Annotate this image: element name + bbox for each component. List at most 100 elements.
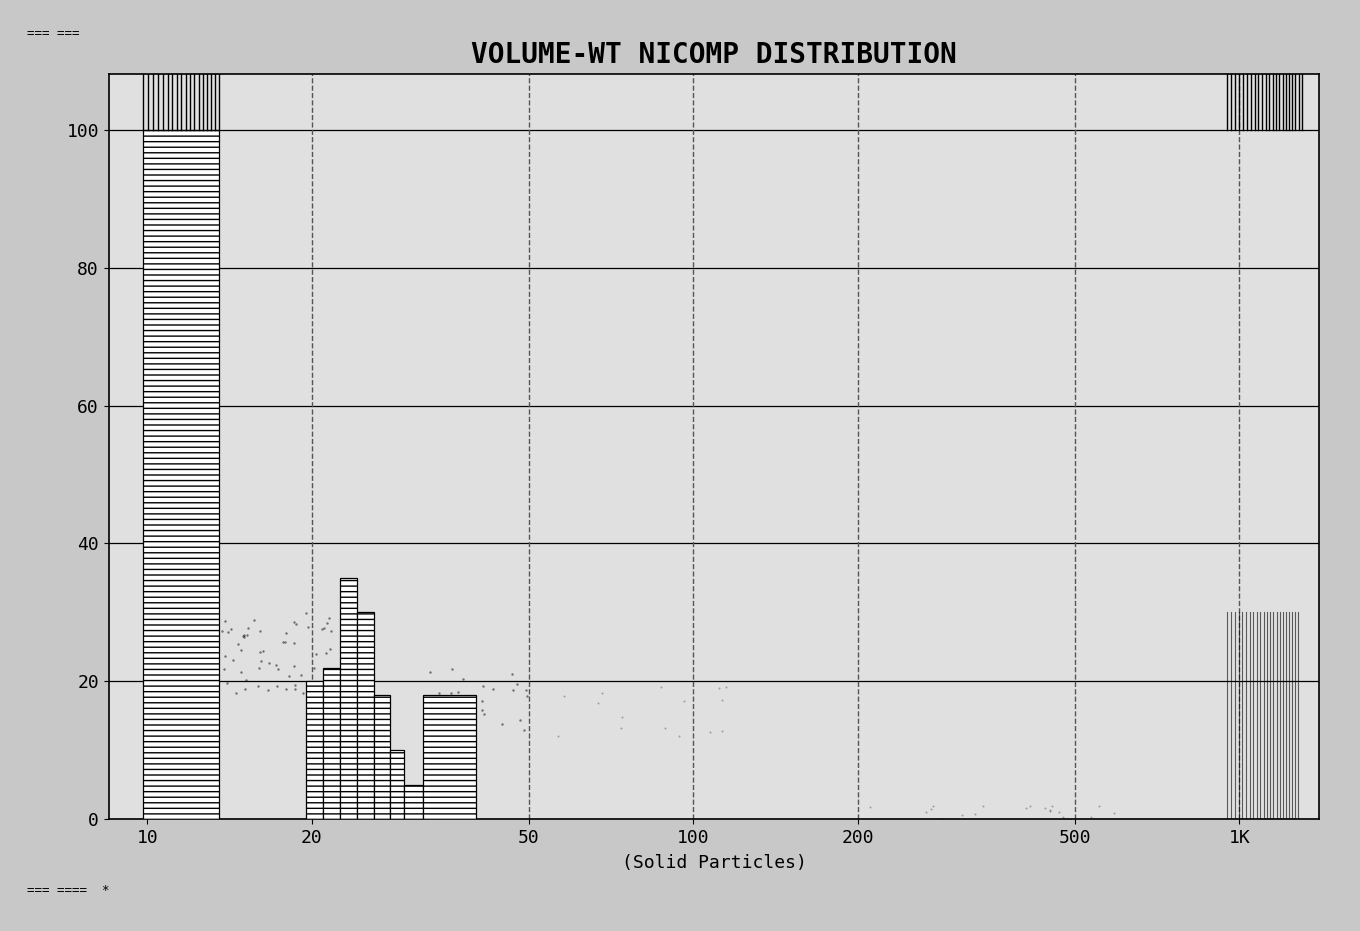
Point (443, 728, 465, 743)
Point (265, 679, 287, 694)
Bar (324, 668, 340, 819)
Point (234, 681, 256, 696)
Point (268, 662, 290, 677)
Point (462, 704, 484, 719)
Point (284, 678, 306, 693)
Point (457, 726, 479, 741)
Point (211, 624, 233, 639)
Point (473, 707, 495, 722)
Point (265, 658, 287, 673)
Point (715, 680, 737, 695)
Point (235, 672, 257, 687)
Title: VOLUME-WT NICOMP DISTRIBUTION: VOLUME-WT NICOMP DISTRIBUTION (471, 41, 957, 70)
Point (248, 678, 269, 693)
Point (554, 689, 575, 704)
Point (464, 712, 486, 727)
Point (972, 799, 994, 814)
Point (611, 721, 632, 735)
Point (216, 676, 238, 691)
Point (314, 621, 336, 636)
Point (509, 712, 530, 727)
Point (235, 627, 257, 642)
Point (230, 665, 252, 680)
Point (318, 641, 340, 656)
Point (513, 722, 534, 737)
Point (447, 684, 469, 699)
Point (249, 644, 271, 659)
Point (215, 649, 237, 664)
Point (592, 686, 613, 701)
X-axis label: (Solid Particles): (Solid Particles) (622, 854, 806, 872)
Point (284, 681, 306, 696)
Point (275, 635, 296, 650)
Point (1103, 806, 1125, 821)
Point (1039, 803, 1061, 817)
Point (500, 667, 522, 681)
Point (318, 611, 340, 626)
Point (588, 695, 609, 710)
Point (275, 681, 296, 696)
Point (472, 679, 494, 694)
Point (711, 693, 733, 708)
Point (234, 627, 256, 642)
Point (930, 812, 952, 827)
Point (321, 671, 343, 686)
Point (230, 642, 252, 657)
Point (302, 674, 324, 689)
Bar (390, 750, 404, 819)
Point (316, 615, 337, 630)
Point (669, 729, 691, 744)
Point (238, 620, 260, 635)
Point (506, 677, 528, 692)
Point (472, 702, 494, 717)
Point (243, 613, 265, 627)
Point (222, 653, 243, 668)
Point (1088, 799, 1110, 814)
Point (283, 658, 305, 673)
Point (307, 687, 329, 702)
Point (249, 624, 271, 639)
Point (1040, 799, 1062, 814)
Point (483, 681, 505, 696)
Point (1053, 809, 1074, 824)
Point (1059, 812, 1081, 827)
Bar (404, 785, 423, 819)
Point (711, 723, 733, 738)
Point (502, 682, 524, 697)
Point (654, 721, 676, 735)
Bar (340, 578, 356, 819)
Point (915, 805, 937, 820)
Bar (374, 695, 390, 819)
Point (283, 635, 305, 650)
Point (449, 713, 471, 728)
Point (919, 802, 941, 816)
Point (316, 645, 337, 660)
Point (441, 685, 462, 700)
Point (515, 688, 537, 703)
Point (272, 635, 294, 650)
Point (453, 692, 475, 707)
Point (413, 713, 435, 728)
Point (650, 680, 672, 695)
Point (427, 695, 449, 710)
Point (452, 671, 473, 686)
Text: === ====  *: === ==== * (27, 884, 110, 897)
Point (305, 647, 326, 662)
Point (441, 661, 462, 676)
Point (257, 682, 279, 697)
Point (515, 682, 537, 697)
Point (320, 624, 341, 639)
Point (295, 606, 317, 621)
Point (491, 716, 513, 731)
Point (292, 685, 314, 700)
Bar (423, 695, 476, 819)
Point (234, 629, 256, 644)
Point (1049, 805, 1070, 820)
Point (452, 719, 473, 734)
Point (212, 662, 234, 677)
Point (419, 665, 441, 680)
Point (1080, 809, 1102, 824)
Point (858, 799, 880, 814)
Point (284, 616, 306, 631)
Point (227, 636, 249, 651)
